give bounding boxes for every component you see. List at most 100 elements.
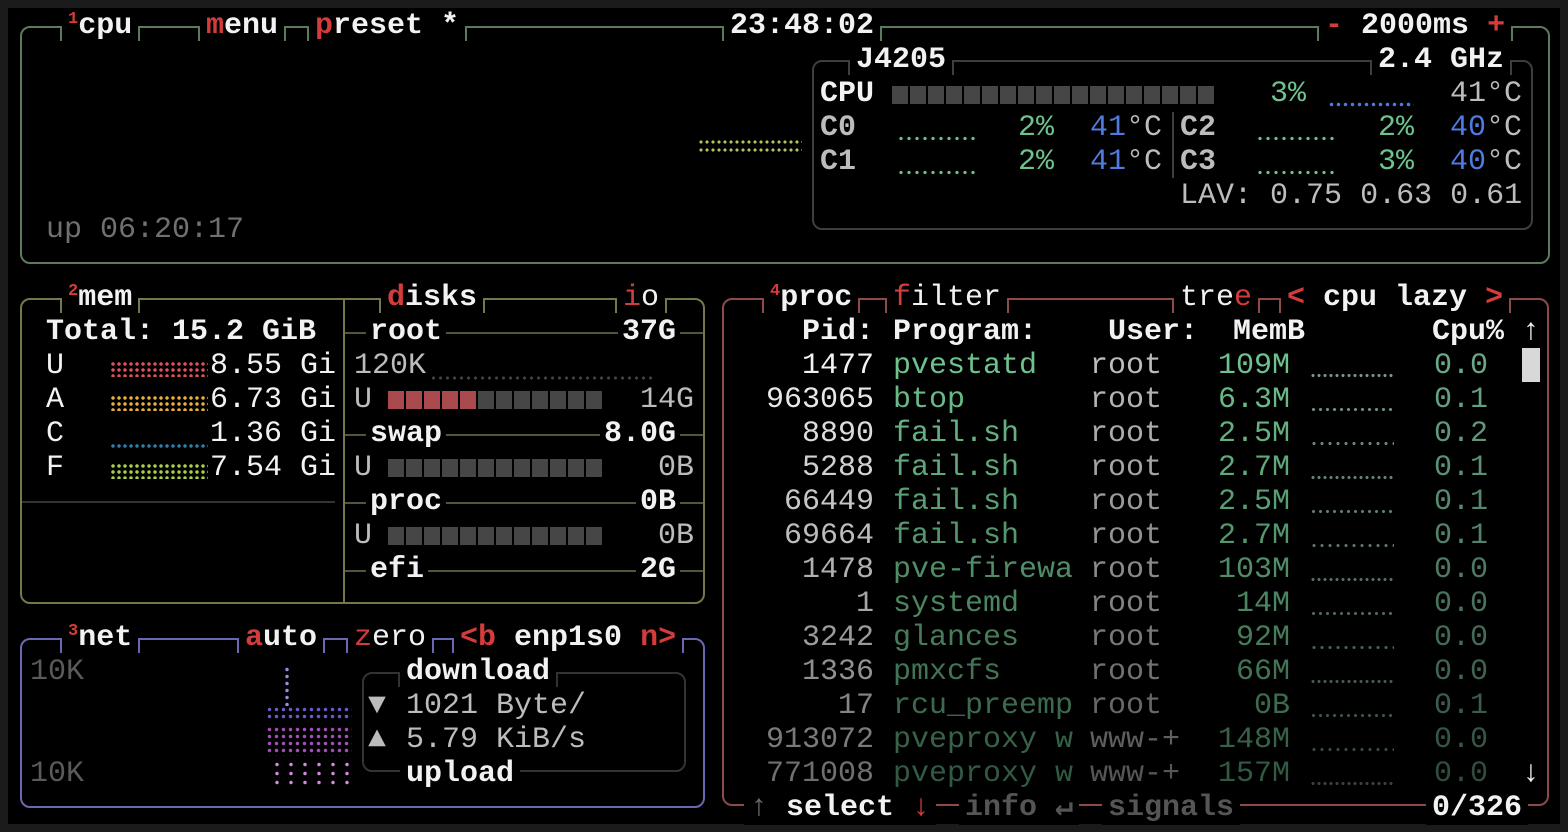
process-cpu-sparkline (1310, 645, 1394, 650)
filter-button[interactable]: filter (884, 281, 1010, 315)
core-c2-percent: 2% (1378, 111, 1415, 145)
load-15min: 0.61 (1450, 179, 1523, 213)
tree-hotkey: e (1234, 281, 1253, 315)
col-header-pid[interactable]: Pid: (802, 315, 875, 349)
core-c2-sparkline (1256, 136, 1334, 141)
process-user: root (1090, 349, 1163, 383)
io-label: o (641, 281, 660, 315)
process-program: pmxcfs (893, 655, 1002, 689)
col-header-program[interactable]: Program: (893, 315, 1038, 349)
disk-proc-name: proc (366, 485, 447, 519)
col-header-mem[interactable]: MemB (1233, 315, 1306, 349)
disk-swap-used-label: U (354, 451, 373, 485)
cpu-frequency: 2.4 GHz (1369, 43, 1513, 77)
prev-interface-button[interactable]: <b (460, 621, 497, 655)
preset-button[interactable]: preset * (306, 9, 468, 43)
scrollbar-thumb[interactable] (1522, 348, 1540, 382)
disks-title[interactable]: disks (378, 281, 486, 315)
process-cpu: 0.1 (1434, 485, 1489, 519)
mem-disks-divider (343, 300, 345, 602)
signals-button[interactable]: signals (1099, 791, 1243, 825)
disk-proc-used: 0B (658, 519, 695, 553)
core-c3-temp-value: 40 (1450, 145, 1487, 179)
process-user: www-+ (1090, 757, 1181, 791)
col-header-user[interactable]: User: (1108, 315, 1199, 349)
process-cpu-sparkline (1310, 441, 1394, 446)
select-control[interactable]: ↑ select ↓ (741, 791, 939, 825)
process-cpu: 0.1 (1434, 451, 1489, 485)
cpu-total-temp: 41°C (1450, 77, 1523, 111)
upload-label: upload (397, 757, 523, 791)
col-header-cpu[interactable]: Cpu% (1432, 315, 1505, 349)
sort-selector: < cpu lazy > (1278, 281, 1512, 315)
cpu-info-panel (812, 60, 1533, 230)
net-panel-title: 3net (59, 621, 141, 655)
proc-panel-number: 4 (770, 282, 781, 301)
process-user: root (1090, 587, 1163, 621)
info-label: info (965, 791, 1038, 825)
sort-next-button[interactable]: > (1485, 281, 1504, 315)
process-cpu-sparkline (1310, 577, 1394, 582)
process-program: pvestatd (893, 349, 1038, 383)
cpu-graph (698, 138, 802, 156)
core-c1-percent: 2% (1018, 145, 1055, 179)
core-c1-sparkline (897, 170, 975, 175)
load-5min: 0.63 (1360, 179, 1433, 213)
process-mem: 2.7M (1217, 451, 1290, 485)
process-mem: 157M (1217, 757, 1290, 791)
disk-proc-rule (345, 502, 703, 504)
menu-label: enu (224, 9, 279, 43)
net-interface-selector: <b enp1s0 n> (451, 621, 685, 655)
load-average-label: LAV: (1180, 179, 1253, 213)
zero-hotkey: z (354, 621, 373, 655)
mem-row-label: U (46, 349, 65, 383)
mem-row-label: A (46, 383, 65, 417)
net-zero-toggle[interactable]: zero (345, 621, 435, 655)
select-up-icon: ↑ (750, 791, 769, 825)
menu-button[interactable]: menu (197, 9, 287, 43)
process-mem: 2.5M (1217, 485, 1290, 519)
disk-proc-used-meter (388, 527, 604, 545)
core-c0-temp: 41°C (1090, 111, 1162, 145)
scroll-up-arrow[interactable]: ↑ (1522, 315, 1541, 349)
net-auto-toggle[interactable]: auto (236, 621, 326, 655)
upload-rate: 5.79 KiB/s (406, 723, 587, 757)
filter-label: ilter (911, 281, 1002, 315)
core-c1-temp-value: 41 (1090, 145, 1127, 179)
process-cpu: 0.0 (1434, 553, 1489, 587)
select-label: select (786, 791, 895, 825)
download-label: download (397, 655, 559, 689)
core-divider (1172, 112, 1174, 178)
mem-panel-title: 2mem (59, 281, 141, 315)
io-toggle[interactable]: io (614, 281, 668, 315)
interval-increase-button[interactable]: + (1487, 9, 1506, 43)
update-interval: - 2000ms + (1316, 9, 1514, 43)
cpu-total-percent: 3% (1270, 77, 1307, 111)
process-mem: 0B (1253, 689, 1290, 723)
process-user: root (1090, 451, 1163, 485)
core-c2-temp-unit: °C (1486, 111, 1523, 145)
process-cpu: 0.0 (1434, 349, 1489, 383)
sort-prev-button[interactable]: < (1287, 281, 1306, 315)
process-mem: 92M (1235, 621, 1290, 655)
interval-decrease-button[interactable]: - (1325, 9, 1344, 43)
mem-row-value: 1.36 Gi (210, 417, 337, 451)
scroll-down-arrow[interactable]: ↓ (1522, 757, 1541, 791)
process-mem: 6.3M (1217, 383, 1290, 417)
proc-panel-title: 4proc (761, 281, 861, 315)
core-c3-percent: 3% (1378, 145, 1415, 179)
disk-swap-name: swap (366, 417, 447, 451)
process-user: root (1090, 553, 1163, 587)
next-interface-button[interactable]: n> (640, 621, 677, 655)
process-user: root (1090, 519, 1163, 553)
core-label-c1: C1 (820, 145, 857, 179)
net-download-graph (284, 666, 290, 706)
process-user: root (1090, 417, 1163, 451)
interface-name: enp1s0 (514, 621, 623, 655)
info-button[interactable]: info ↵ (956, 791, 1082, 825)
tree-toggle[interactable]: tree (1171, 281, 1261, 315)
process-user: root (1090, 655, 1163, 689)
net-upload-graph (266, 726, 352, 756)
net-upload-graph-tail (270, 760, 350, 788)
